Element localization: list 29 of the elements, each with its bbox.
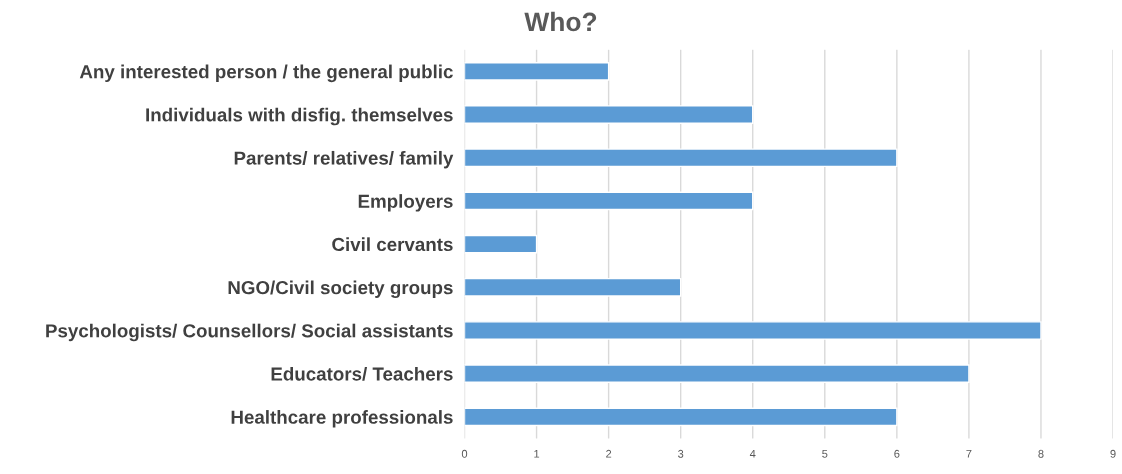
bar [464, 321, 1042, 340]
y-tick-label: Parents/ relatives/ family [234, 150, 454, 169]
x-tick-label: 9 [1110, 449, 1116, 458]
bar [464, 277, 682, 297]
x-tick-label: 2 [606, 449, 612, 458]
bar [464, 234, 538, 254]
y-tick-label: Civil cervants [332, 237, 453, 252]
x-tick-label: 5 [822, 449, 828, 458]
bar [464, 364, 970, 384]
bar [464, 62, 610, 81]
x-tick-label: 0 [461, 449, 468, 458]
x-tick-label: 1 [534, 449, 540, 458]
x-tick-label: 8 [1038, 449, 1044, 458]
x-tick-label: 6 [894, 449, 900, 458]
chart-title: Who? [524, 11, 597, 32]
y-tick-label: Educators/ Teachers [271, 366, 453, 381]
x-tick-label: 3 [678, 449, 684, 458]
bar [464, 105, 754, 124]
y-tick-label: Any interested person / the general public [79, 64, 453, 83]
y-tick-label: Psychologists/ Counsellors/ Social assistants [46, 323, 453, 342]
y-tick-label: Individuals with disfig. themselves [146, 107, 453, 126]
y-tick-label: Employers [358, 194, 453, 212]
y-tick-label: Healthcare professionals [231, 410, 453, 428]
y-tick-label: NGO/Civil society groups [228, 280, 453, 299]
bar [464, 407, 898, 427]
x-tick-label: 4 [749, 449, 756, 458]
bar [464, 191, 754, 211]
x-tick-label: 7 [966, 449, 972, 458]
bar [464, 148, 898, 168]
